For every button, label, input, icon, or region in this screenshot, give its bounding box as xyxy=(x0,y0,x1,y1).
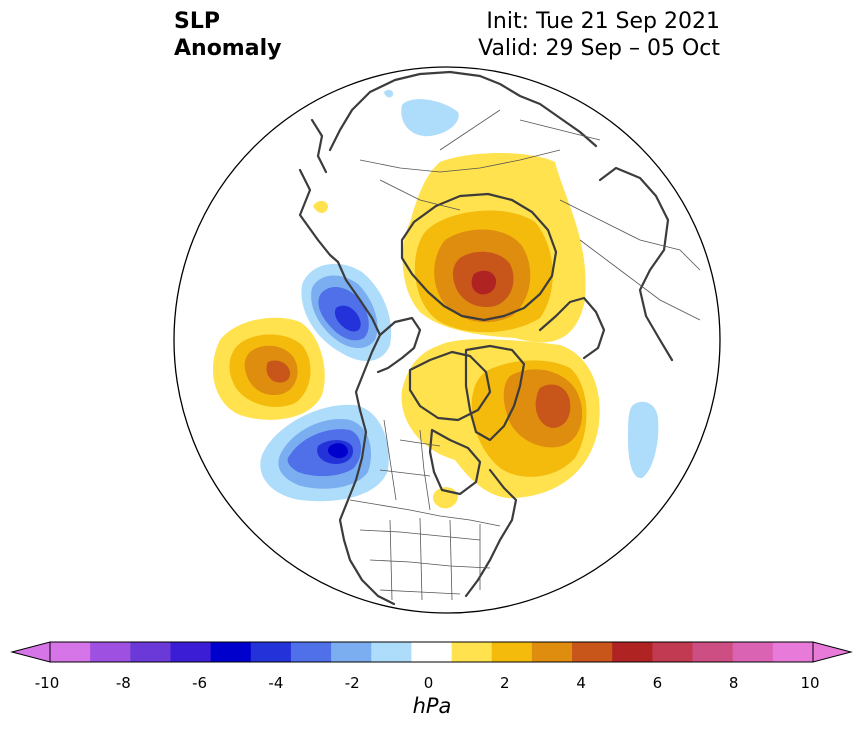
colorbar-segments xyxy=(10,641,853,663)
colorbar-tick-label: 0 xyxy=(423,674,434,692)
colorbar-segment xyxy=(692,642,734,662)
contour-level-4 xyxy=(266,360,291,383)
colorbar-tick-label: 2 xyxy=(500,674,510,692)
valid-range: Valid: 29 Sep – 05 Oct xyxy=(478,36,720,61)
anomaly-kamchatka-low xyxy=(301,263,392,362)
colorbar-tick-label: -6 xyxy=(192,674,208,692)
colorbar-segment xyxy=(772,642,814,662)
border-russia xyxy=(359,149,561,173)
anomaly-arctic-low-dot xyxy=(384,89,394,98)
colorbar-segment xyxy=(411,642,453,662)
coastline-hudson-bay xyxy=(428,428,482,496)
colorbar-unit: hPa xyxy=(412,694,452,718)
colorbar-segment xyxy=(451,642,493,662)
coastline-north-america-west xyxy=(298,168,396,606)
coastlines xyxy=(298,70,674,606)
anomaly-atlantic-low xyxy=(628,401,659,479)
coastline-japan xyxy=(310,118,328,174)
country-borders xyxy=(349,109,701,601)
border-europe-2 xyxy=(579,239,701,321)
coastline-canadian-archipelago xyxy=(408,350,492,422)
anomaly-arctic-low xyxy=(401,99,459,137)
coastline-greenland xyxy=(464,344,526,442)
colorbar-segment xyxy=(572,642,613,662)
contour-level-minus-4 xyxy=(334,305,361,332)
colorbar-segment xyxy=(290,642,332,662)
colorbar-tick-label: -2 xyxy=(344,674,360,692)
colorbar-segment xyxy=(210,642,252,662)
coastline-arctic-russia xyxy=(400,192,558,322)
coastline-siberia xyxy=(328,70,598,152)
colorbar-extend-low xyxy=(10,641,51,663)
contour-level-1-blob xyxy=(313,200,328,213)
contour-level-4 xyxy=(535,384,571,428)
colorbar-frame xyxy=(49,641,814,663)
colorbar-segment xyxy=(371,642,412,662)
map-title: SLP Anomaly xyxy=(174,9,282,61)
colorbar-tick-label: -4 xyxy=(268,674,284,692)
colorbar-segment xyxy=(331,642,372,662)
colorbar xyxy=(10,641,853,663)
colorbar-segment xyxy=(652,642,694,662)
colorbar-tick-label: 4 xyxy=(576,674,586,692)
polar-map xyxy=(173,66,721,614)
globe-outline xyxy=(173,66,721,614)
colorbar-segment xyxy=(250,642,292,662)
border-canada-us xyxy=(349,499,501,527)
colorbar-tick-label: -8 xyxy=(115,674,131,692)
anomaly-fields xyxy=(212,70,701,606)
anomaly-north-pacific-high xyxy=(212,317,325,420)
forecast-dates: Init: Tue 21 Sep 2021 Valid: 29 Sep – 05… xyxy=(478,8,720,62)
contour-level-5 xyxy=(471,270,497,295)
colorbar-segment xyxy=(170,642,212,662)
colorbar-segment xyxy=(491,642,533,662)
contour-level-minus-5 xyxy=(327,443,348,459)
border-asia xyxy=(379,109,601,211)
border-us-states xyxy=(359,517,491,601)
colorbar-tick-label: 6 xyxy=(652,674,663,692)
coastline-europe xyxy=(598,166,674,362)
colorbar-segment xyxy=(612,642,653,662)
colorbar-segment xyxy=(90,642,131,662)
init-date: Init: Tue 21 Sep 2021 xyxy=(486,9,720,34)
colorbar-segment xyxy=(130,642,171,662)
border-europe xyxy=(559,199,701,271)
border-canada-provinces xyxy=(379,419,441,511)
coastline-alaska xyxy=(376,316,422,374)
anomaly-siberia-high xyxy=(313,153,586,343)
colorbar-tick-label: -10 xyxy=(34,674,60,692)
colorbar-extend-high xyxy=(812,641,853,663)
colorbar-tick-label: 8 xyxy=(728,674,739,692)
coastline-scandinavia xyxy=(538,296,606,360)
colorbar-segment xyxy=(50,642,91,662)
colorbar-segment xyxy=(732,642,774,662)
anomaly-greenland-high xyxy=(401,339,600,509)
colorbar-segment xyxy=(531,642,573,662)
colorbar-tick-label: 10 xyxy=(800,674,820,692)
